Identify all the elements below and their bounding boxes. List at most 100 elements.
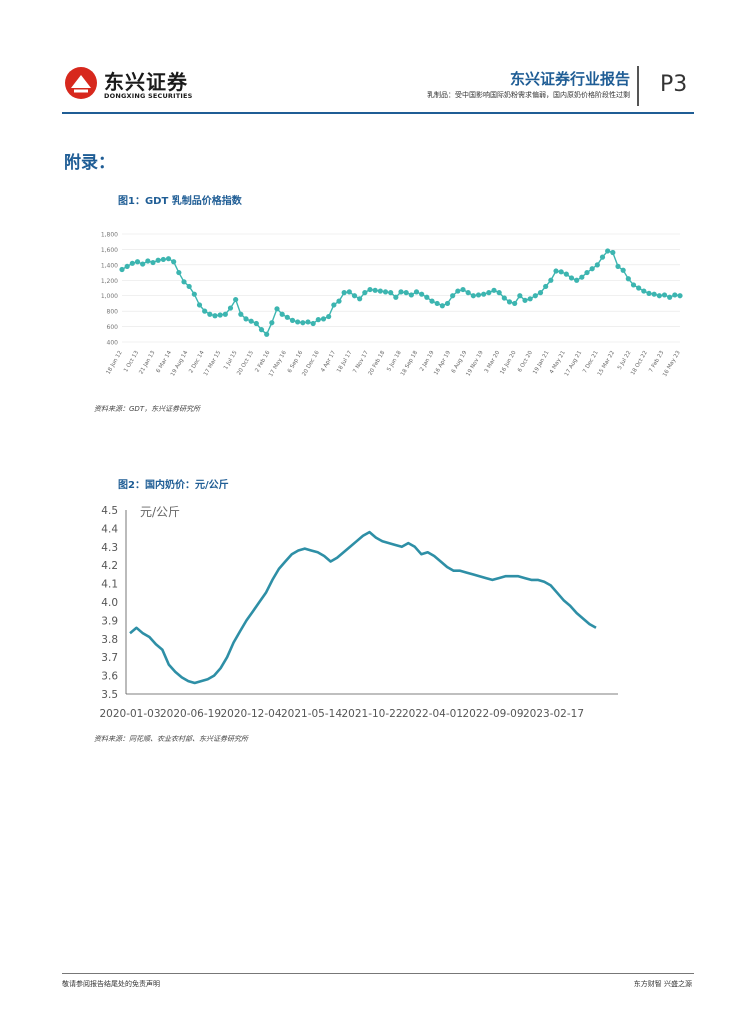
data-point	[248, 318, 254, 324]
data-point	[522, 297, 528, 303]
x-tick-label: 4 Apr 17	[320, 350, 337, 374]
y-tick-label: 1,600	[101, 247, 118, 254]
data-point	[119, 266, 125, 273]
x-tick-label: 2022-09-09	[462, 708, 523, 720]
x-tick-label: 5 Jun 18	[386, 350, 403, 373]
data-point	[517, 293, 523, 299]
data-point	[444, 300, 451, 307]
data-point	[357, 296, 363, 302]
data-point	[233, 296, 239, 303]
data-point	[196, 302, 203, 308]
data-point	[506, 299, 513, 305]
data-point	[191, 291, 197, 297]
x-tick-label: 20 Feb 18	[368, 350, 387, 377]
y-tick-label: 3.5	[101, 689, 118, 701]
data-point	[300, 320, 306, 326]
y-tick-label: 400	[107, 340, 119, 347]
data-point	[367, 286, 373, 293]
report-type-title: 东兴证券行业报告	[509, 70, 630, 88]
x-tick-label: 19 Nov 19	[465, 350, 485, 378]
x-tick-label: 2023-02-17	[523, 708, 584, 720]
data-point	[305, 319, 311, 325]
x-tick-label: 3 Mar 20	[484, 350, 502, 375]
y-tick-label: 3.9	[101, 615, 118, 627]
data-point	[496, 290, 502, 296]
y-tick-label: 4.4	[101, 523, 118, 535]
data-point	[548, 277, 554, 283]
data-point	[212, 313, 218, 319]
data-point	[341, 290, 347, 296]
x-tick-label: 2022-04-01	[402, 708, 463, 720]
footer-slogan: 东方财智 兴盛之源	[633, 980, 692, 988]
data-point	[455, 288, 461, 294]
data-point	[124, 263, 130, 269]
data-point	[450, 293, 456, 299]
x-tick-label: 6 Oct 20	[517, 350, 534, 374]
data-point	[284, 314, 290, 320]
data-point	[150, 259, 156, 266]
data-point	[527, 296, 533, 302]
data-point	[579, 274, 585, 280]
data-point	[641, 288, 647, 294]
y-tick-label: 4.0	[101, 597, 118, 609]
figure2-title: 图2：国内奶价：元/公斤	[118, 480, 229, 491]
x-tick-label: 18 Jun 12	[105, 350, 123, 376]
data-point	[264, 331, 270, 337]
data-point	[599, 254, 606, 260]
data-point	[238, 311, 244, 317]
x-tick-label: 2 Dec 14	[188, 350, 206, 375]
data-point	[439, 303, 445, 309]
data-point	[470, 293, 476, 299]
brand-name-en: DONGXING SECURITIES	[104, 92, 193, 100]
data-point	[413, 289, 420, 295]
x-tick-label: 6 Mar 14	[156, 350, 174, 375]
data-point	[155, 257, 161, 263]
data-point	[207, 311, 213, 317]
data-point	[377, 288, 383, 294]
data-point	[295, 319, 301, 325]
x-tick-label: 2021-05-14	[281, 708, 342, 720]
data-point	[465, 290, 471, 296]
data-point	[584, 269, 590, 276]
data-point	[481, 291, 487, 297]
data-point	[134, 259, 141, 265]
header-rule	[62, 112, 694, 114]
data-point	[274, 306, 280, 312]
x-tick-label: 7 Nov 17	[352, 350, 370, 375]
y-tick-label: 600	[107, 324, 119, 331]
data-point	[129, 260, 135, 266]
data-point	[222, 311, 228, 317]
data-point	[651, 291, 657, 297]
report-subtitle: 乳制品：受中国影响国际奶粉需求偏弱，国内原奶价格阶段性过剩	[427, 91, 630, 99]
data-point	[310, 320, 316, 327]
unit-label: 元/公斤	[140, 505, 180, 519]
gdt-price-index-chart: 1,800 1,600 1,400 1,200 1,000 800 600 400 18 Jun…	[101, 232, 683, 378]
x-tick-label: 6 Sep 16	[287, 350, 305, 375]
data-point	[171, 259, 177, 265]
appendix-heading: 附录：	[64, 153, 115, 173]
x-tick-label: 6 Aug 19	[451, 350, 469, 375]
data-point	[326, 313, 332, 320]
x-tick-label: 17 Aug 21	[564, 350, 583, 377]
x-tick-label: 2020-06-19	[160, 708, 221, 720]
y-tick-label: 3.8	[101, 634, 118, 646]
data-point	[620, 267, 626, 273]
data-point	[388, 290, 394, 296]
x-tick-label: 16 Apr 19	[433, 350, 452, 377]
data-point	[382, 289, 389, 295]
data-point	[258, 327, 265, 333]
figure2-source: 资料来源：同花顺、农业农村部、东兴证券研究所	[94, 735, 248, 743]
y-tick-label: 1,800	[101, 232, 118, 239]
figure1-source: 资料来源：GDT，东兴证券研究所	[94, 405, 201, 413]
data-point	[543, 283, 549, 290]
data-point	[279, 311, 285, 317]
x-tick-label: 20 Dec 16	[301, 350, 321, 378]
y-tick-label: 4.1	[101, 579, 118, 591]
data-point	[186, 283, 192, 290]
data-point	[486, 290, 492, 296]
data-point	[269, 320, 275, 326]
x-tick-label: 17 Mar 15	[203, 350, 222, 378]
x-tick-label: 2020-01-03	[99, 708, 160, 720]
data-point	[217, 312, 223, 318]
data-point	[568, 275, 575, 281]
